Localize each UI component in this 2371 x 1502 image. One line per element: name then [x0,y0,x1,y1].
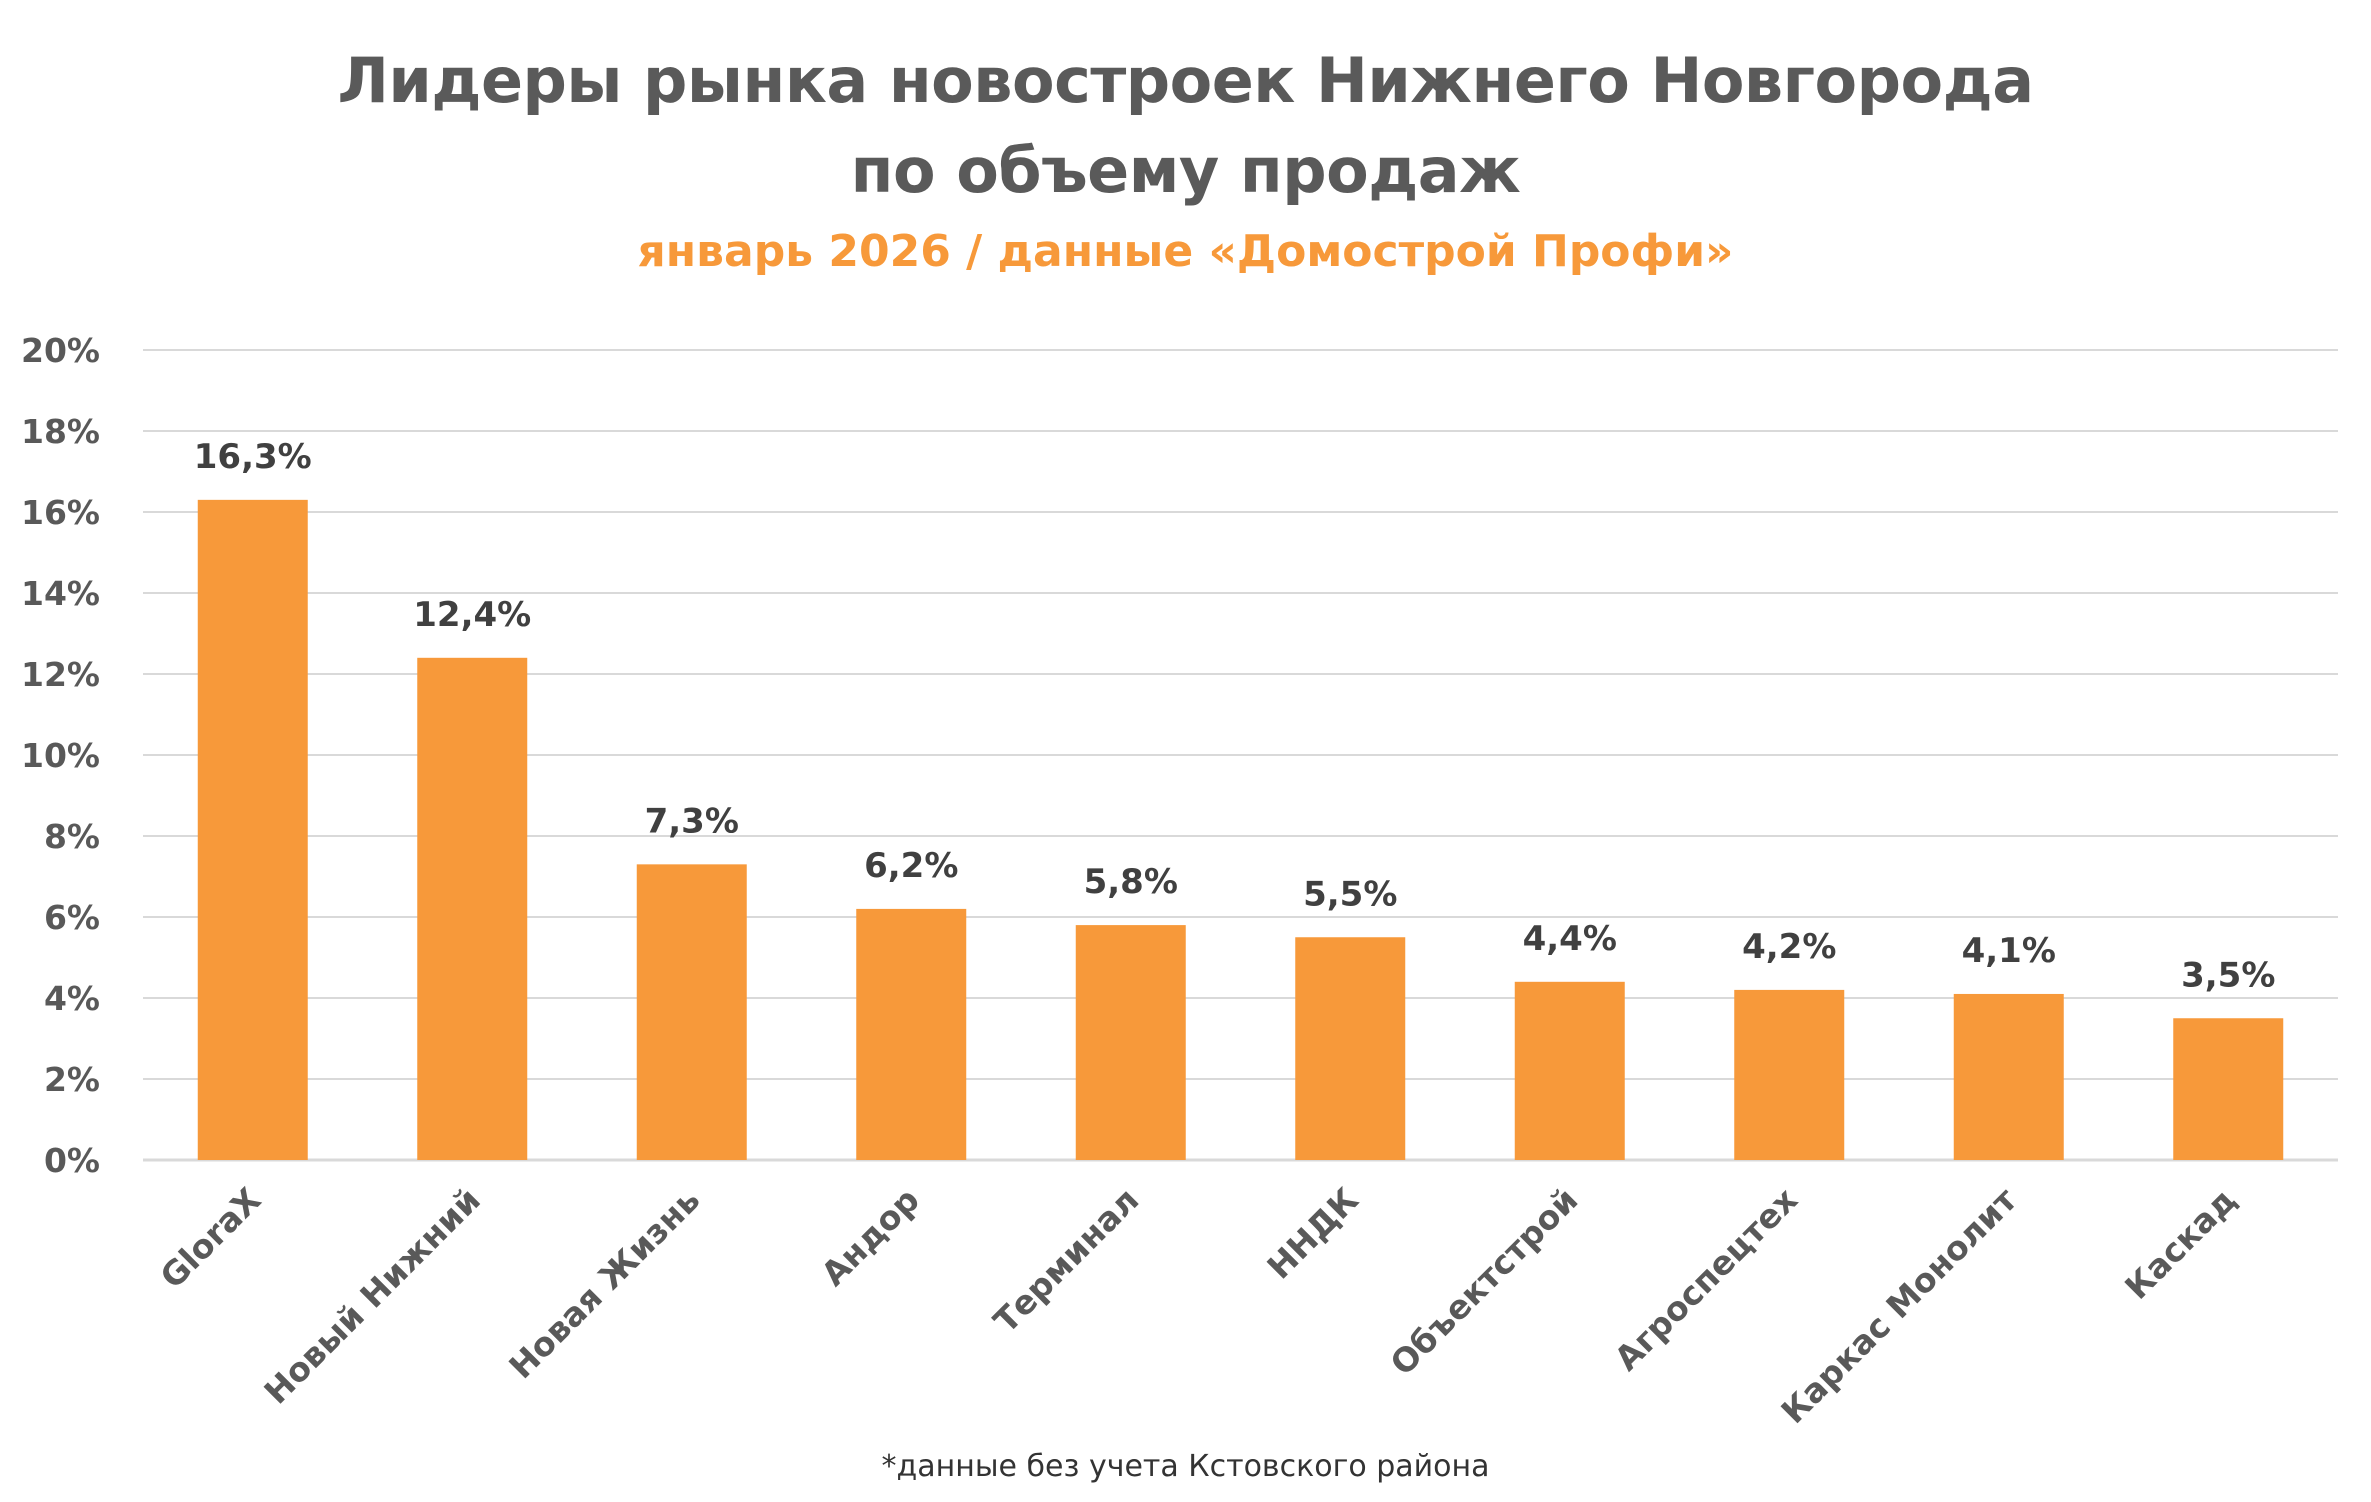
data-label: 4,2% [1742,927,1836,967]
y-tick-label: 4% [44,979,100,1018]
data-label: 5,8% [1084,862,1178,902]
bar [1295,937,1406,1160]
data-label: 4,1% [1962,931,2056,971]
y-tick-label: 8% [44,817,100,856]
bar [1734,989,1845,1160]
data-labels: 16,3% 12,4% 7,3% 6,2% 5,8% 5,5% 4,4% 4,2% 4,1% 3,… [194,437,2276,995]
x-tick-label: Новая Жизнь [501,1180,707,1386]
bar [2173,1018,2284,1160]
y-tick-label: 14% [21,574,100,613]
chart-subtitle: январь 2026 / данные «Домострой Профи» [637,226,1734,277]
data-label: 7,3% [645,801,739,841]
chart-title-line-1: Лидеры рынка новостроек Нижнего Новгород… [337,44,2034,117]
x-tick-label: ННДК [1259,1180,1366,1287]
bar [636,864,747,1160]
data-label: 4,4% [1523,919,1617,959]
x-tick-label: Объектстрой [1383,1180,1586,1383]
y-tick-label: 20% [21,331,100,370]
bar [1075,925,1186,1160]
x-tick-label: Агроспецтех [1607,1180,1805,1378]
x-tick-label: Терминал [986,1180,1146,1340]
data-label: 5,5% [1303,874,1397,914]
y-tick-label: 16% [21,493,100,532]
bars [197,499,2284,1161]
x-tick-label: Каскад [2117,1180,2244,1307]
data-label: 3,5% [2181,955,2275,995]
chart-title-line-2: по объему продаж [850,134,1521,207]
bar [1514,981,1625,1160]
y-tick-label: 6% [44,898,100,937]
y-tick-label: 18% [21,412,100,451]
x-tick-label: Новый Нижний [256,1180,487,1411]
y-tick-label: 10% [21,736,100,775]
bar [856,908,967,1160]
data-label: 12,4% [413,595,531,635]
y-tick-label: 0% [44,1141,100,1180]
y-axis-ticks: 0% 2% 4% 6% 8% 10% 12% 14% 16% 18% 20% [21,331,100,1180]
x-tick-label: GloraX [152,1180,268,1296]
x-tick-label: Андор [814,1180,927,1293]
data-label: 6,2% [864,846,958,886]
data-label: 16,3% [194,437,312,477]
bar [197,499,308,1161]
footnote: *данные без учета Кстовского района [881,1449,1490,1484]
y-tick-label: 2% [44,1060,100,1099]
bar [417,657,528,1160]
x-tick-label: Каркас Монолит [1773,1180,2024,1431]
bar [1953,993,2064,1160]
y-tick-label: 12% [21,655,100,694]
